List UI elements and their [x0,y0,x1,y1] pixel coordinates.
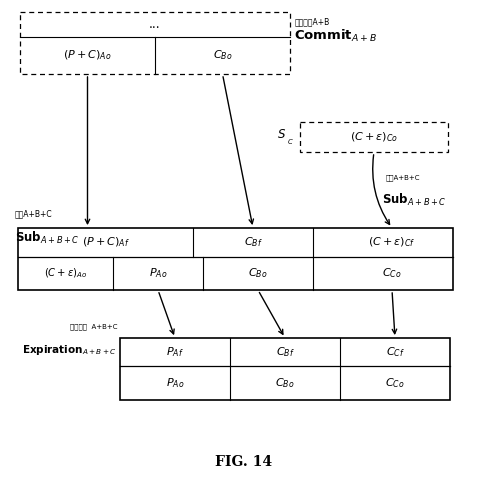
Bar [20,12,290,74]
Text: コミットA+B: コミットA+B [295,17,330,26]
Text: $C_{Bf}$: $C_{Bf}$ [276,345,294,359]
Text: $(C+\varepsilon)_{Cf}$: $(C+\varepsilon)_{Cf}$ [368,236,416,249]
Text: 期限切れ  A+B+C: 期限切れ A+B+C [69,324,117,330]
Text: $(P+C)_{Af}$: $(P+C)_{Af}$ [81,236,129,249]
Text: $C_{Co}$: $C_{Co}$ [385,376,405,390]
Text: $_C$: $_C$ [286,137,293,147]
Text: $C_{Co}$: $C_{Co}$ [382,266,402,280]
Text: $C_{Cf}$: $C_{Cf}$ [386,345,405,359]
Text: サブA+B+C: サブA+B+C [386,175,421,181]
Text: サブA+B+C: サブA+B+C [15,209,53,218]
Text: $P_{Af}$: $P_{Af}$ [166,345,184,359]
Text: $C_{Bo}$: $C_{Bo}$ [213,48,232,62]
Text: $\mathbf{Commit}_{A+B}$: $\mathbf{Commit}_{A+B}$ [294,28,377,44]
Text: $(C+\varepsilon)_{Co}$: $(C+\varepsilon)_{Co}$ [350,130,398,144]
Bar [18,228,453,290]
Bar [120,338,450,400]
Text: $C_{Bo}$: $C_{Bo}$ [248,266,268,280]
Text: ...: ... [149,18,161,31]
Text: $\mathbf{Expiration}_{A+B+C}$: $\mathbf{Expiration}_{A+B+C}$ [22,343,117,357]
Text: $P_{Ao}$: $P_{Ao}$ [149,266,167,280]
Text: $(P+C)_{Ao}$: $(P+C)_{Ao}$ [63,48,112,62]
Text: FIG. 14: FIG. 14 [215,455,273,469]
Text: $C_{Bf}$: $C_{Bf}$ [244,236,263,250]
Bar [300,122,448,152]
Text: $S$: $S$ [278,128,286,141]
Text: $P_{Ao}$: $P_{Ao}$ [166,376,184,390]
Text: $\mathbf{Sub}_{A+B+C}$: $\mathbf{Sub}_{A+B+C}$ [382,192,447,208]
Text: $C_{Bo}$: $C_{Bo}$ [275,376,295,390]
Text: $\mathbf{Sub}_{A+B+C}$: $\mathbf{Sub}_{A+B+C}$ [15,230,80,246]
Text: $(C+\varepsilon)_{Ao}$: $(C+\varepsilon)_{Ao}$ [44,267,87,280]
